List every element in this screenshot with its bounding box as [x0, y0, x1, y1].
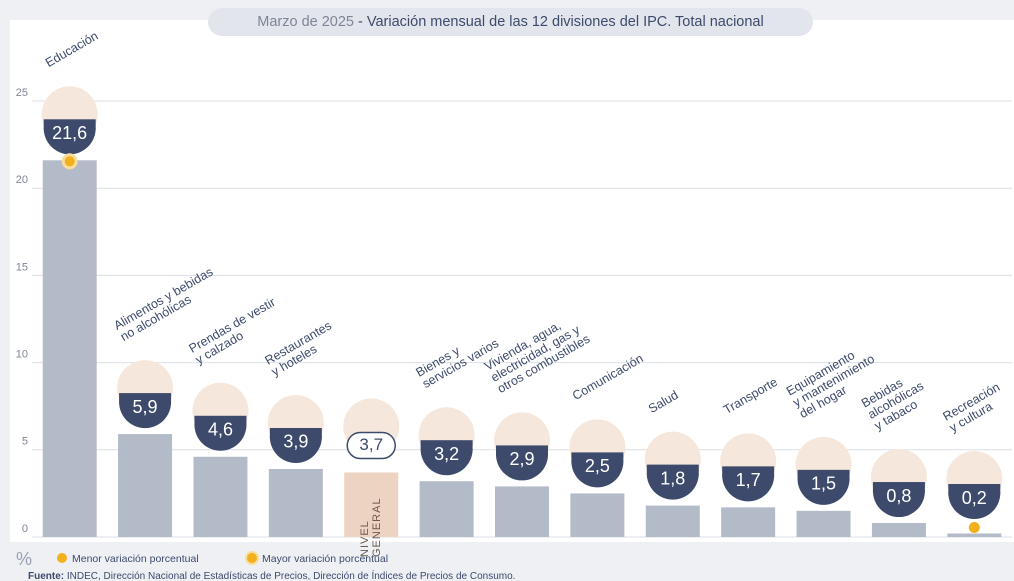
value-label: 5,9 [133, 397, 158, 417]
bar [570, 493, 624, 537]
value-label: 1,5 [811, 474, 836, 494]
legend-label: Menor variación porcentual [72, 553, 199, 565]
y-tick-label: 25 [16, 87, 28, 99]
bar [947, 534, 1001, 537]
legend-swatch [57, 553, 67, 563]
max-marker [65, 156, 75, 166]
bar [872, 523, 926, 537]
bar [43, 160, 97, 537]
bar [646, 506, 700, 537]
min-marker [969, 522, 980, 533]
y-tick-label: 10 [16, 349, 28, 361]
value-label: 0,2 [962, 488, 987, 508]
value-label: 3,7 [359, 435, 383, 454]
chart: 0 5 10 15 20 25% 21,6 5,9 4,6 3,9 3,7 3,2 2,9 2,5 1,8 1… [0, 0, 1014, 581]
title: - Variación mensual de las 12 divisiones… [358, 14, 764, 30]
y-tick-label: 15 [16, 261, 28, 273]
source-label: Fuente: [28, 571, 64, 581]
value-label: 2,5 [585, 456, 610, 476]
value-label: 4,6 [208, 420, 233, 440]
y-tick-label: 0 [22, 523, 28, 535]
y-unit: % [16, 549, 32, 569]
title-pill: Marzo de 2025 - Variación mensual de las… [208, 8, 813, 36]
legend-swatch [247, 553, 257, 563]
value-label: 3,9 [283, 432, 308, 452]
bar [269, 469, 323, 537]
bar [420, 481, 474, 537]
value-label: 2,9 [509, 449, 534, 469]
bar [495, 486, 549, 537]
y-tick-label: 20 [16, 174, 28, 186]
y-tick-label: 5 [22, 436, 28, 448]
source: Fuente: INDEC, Dirección Nacional de Est… [28, 571, 515, 581]
bar [193, 457, 247, 537]
x-tick-label: NIVEL GENERAL [359, 487, 383, 557]
plot: 0 5 10 15 20 25% 21,6 5,9 4,6 3,9 3,7 3,2 2,9 2,5 1,8 1… [0, 0, 1014, 581]
value-label: 0,8 [886, 486, 911, 506]
bar [797, 511, 851, 537]
bar [118, 434, 172, 537]
value-label: 21,6 [52, 123, 87, 143]
subtitle: Marzo de 2025 [257, 14, 354, 30]
bar [721, 507, 775, 537]
value-label: 3,2 [434, 444, 459, 464]
source-text: INDEC, Dirección Nacional de Estadística… [67, 571, 516, 581]
value-label: 1,8 [660, 468, 685, 488]
value-label: 1,7 [736, 470, 761, 490]
